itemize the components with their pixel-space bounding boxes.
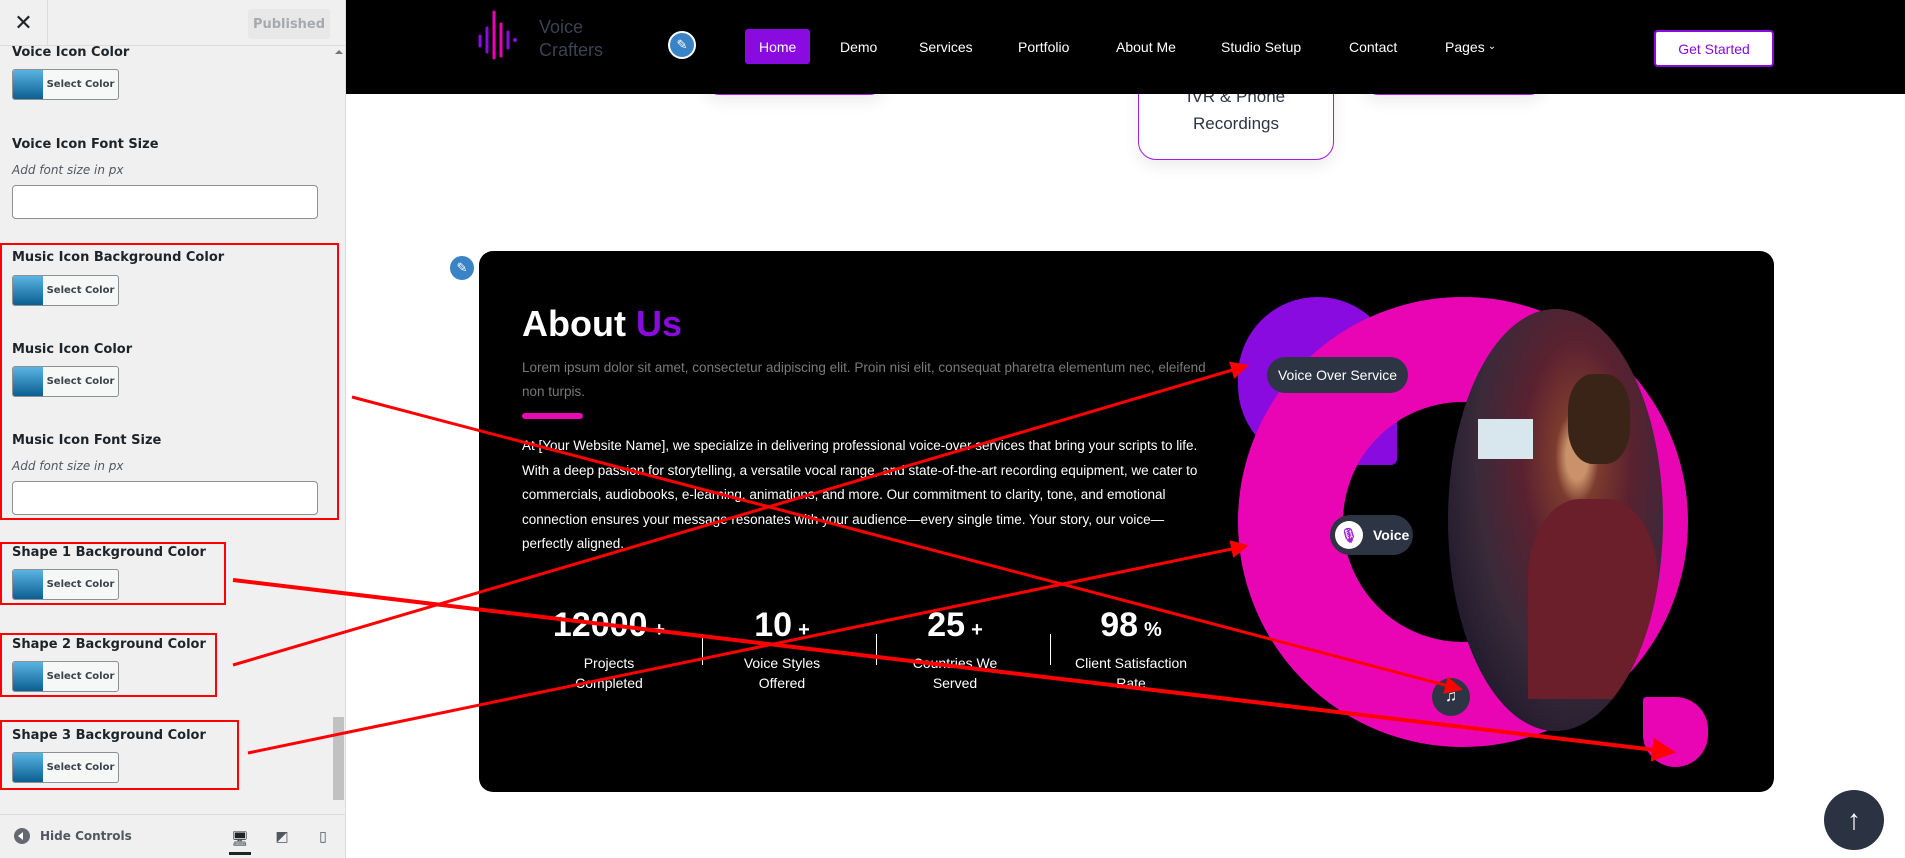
control-label: Music Icon Font Size — [12, 433, 162, 448]
nav-pages[interactable]: Pages ⌄ — [1431, 29, 1510, 64]
scroll-up-icon[interactable] — [335, 50, 343, 54]
control-label: Music Icon Color — [12, 342, 133, 357]
microphone-icon: 🎙 — [1335, 521, 1363, 549]
voice-icon-font-size-input[interactable] — [12, 185, 318, 219]
nav-studio-setup[interactable]: Studio Setup — [1221, 38, 1302, 55]
nav-portfolio[interactable]: Portfolio — [1018, 38, 1070, 55]
select-color-button[interactable]: Select Color — [12, 69, 119, 100]
button-label: Select Color — [46, 671, 115, 682]
back-to-top-button[interactable]: ↑ — [1824, 790, 1884, 850]
select-color-button[interactable]: Select Color — [12, 752, 119, 783]
hide-controls-label: Hide Controls — [40, 829, 132, 843]
stat-satisfaction: 98% Client Satisfaction Rate — [1074, 606, 1188, 691]
about-title: About Us — [522, 303, 683, 344]
tablet-icon[interactable]: ◩ — [275, 827, 289, 844]
edit-pencil-icon[interactable]: ✎ — [668, 31, 696, 59]
nav-demo[interactable]: Demo — [840, 38, 878, 55]
close-icon[interactable]: ✕ — [0, 0, 48, 46]
control-label: Voice Icon Font Size — [12, 137, 159, 152]
customizer-sidebar: ✕ Published Voice Icon Color Select Colo… — [0, 0, 346, 858]
control-label: Music Icon Background Color — [12, 250, 225, 265]
control-hint: Add font size in px — [12, 163, 124, 177]
select-color-button[interactable]: Select Color — [12, 569, 119, 600]
annotation-box — [0, 633, 217, 697]
select-color-button[interactable]: Select Color — [12, 366, 119, 397]
control-label: Shape 3 Background Color — [12, 728, 206, 743]
get-started-button[interactable]: Get Started — [1654, 30, 1774, 67]
control-label: Voice Icon Color — [12, 45, 130, 60]
mobile-icon[interactable]: ▯ — [319, 827, 327, 844]
music-icon-font-size-input[interactable] — [12, 481, 318, 515]
annotation-box — [0, 542, 226, 605]
arrow-up-icon: ↑ — [1847, 804, 1861, 835]
logo-icon — [478, 10, 517, 60]
scrollbar-thumb[interactable] — [333, 717, 344, 800]
music-note-icon: ♫ — [1432, 678, 1470, 716]
chevron-down-icon: ⌄ — [1487, 41, 1497, 52]
about-subtitle: Lorem ipsum dolor sit amet, consectetur … — [522, 360, 1206, 399]
published-button[interactable]: Published — [248, 9, 330, 39]
about-body: At [Your Website Name], we specialize in… — [522, 438, 1198, 551]
select-color-button[interactable]: Select Color — [12, 661, 119, 692]
control-hint: Add font size in px — [12, 459, 124, 473]
control-label: Shape 1 Background Color — [12, 545, 206, 560]
card-title-line: Recordings — [1193, 114, 1279, 133]
shape-3 — [1643, 697, 1708, 767]
nav-home[interactable]: Home — [745, 29, 811, 64]
voice-badge-label: Voice — [1373, 527, 1410, 543]
button-label: Select Color — [46, 762, 115, 773]
accent-bar — [522, 413, 583, 419]
desktop-icon[interactable]: 🖥 — [229, 825, 251, 855]
voice-over-service-badge: Voice Over Service — [1267, 357, 1408, 393]
annotation-box — [0, 720, 239, 790]
nav-pages-label: Pages — [1445, 38, 1485, 55]
sidebar-header: ✕ Published — [0, 0, 346, 46]
nav-contact[interactable]: Contact — [1349, 38, 1398, 55]
sidebar-footer: Hide Controls 🖥 ◩ ▯ — [0, 814, 346, 858]
button-label: Select Color — [46, 579, 115, 590]
hide-controls-button[interactable]: Hide Controls — [14, 828, 132, 844]
select-color-button[interactable]: Select Color — [12, 275, 119, 306]
button-label: Select Color — [46, 285, 115, 296]
nav-services[interactable]: Services — [919, 38, 973, 55]
button-label: Select Color — [46, 79, 115, 90]
about-section: About Us Lorem ipsum dolor sit amet, con… — [479, 251, 1774, 792]
voice-artist-photo — [1448, 309, 1663, 731]
stat-countries: 25 + Countries We Served — [912, 606, 998, 691]
stat-voice-styles: 10 + Voice Styles Offered — [743, 606, 821, 691]
control-label: Shape 2 Background Color — [12, 637, 206, 652]
logo-text[interactable]: Voice Crafters — [539, 17, 604, 60]
collapse-icon — [14, 828, 30, 844]
stat-projects: 12000 + Projects Completed — [552, 606, 666, 691]
voice-badge: 🎙 Voice — [1330, 515, 1413, 555]
site-header: Voice Crafters ✎ Home Demo Services Portf… — [346, 0, 1905, 94]
scrollbar[interactable] — [333, 48, 344, 810]
button-label: Select Color — [46, 376, 115, 387]
edit-pencil-icon[interactable]: ✎ — [448, 254, 476, 282]
nav-about-me[interactable]: About Me — [1116, 38, 1176, 55]
